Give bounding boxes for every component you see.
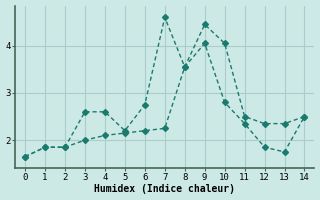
X-axis label: Humidex (Indice chaleur): Humidex (Indice chaleur)	[94, 184, 235, 194]
